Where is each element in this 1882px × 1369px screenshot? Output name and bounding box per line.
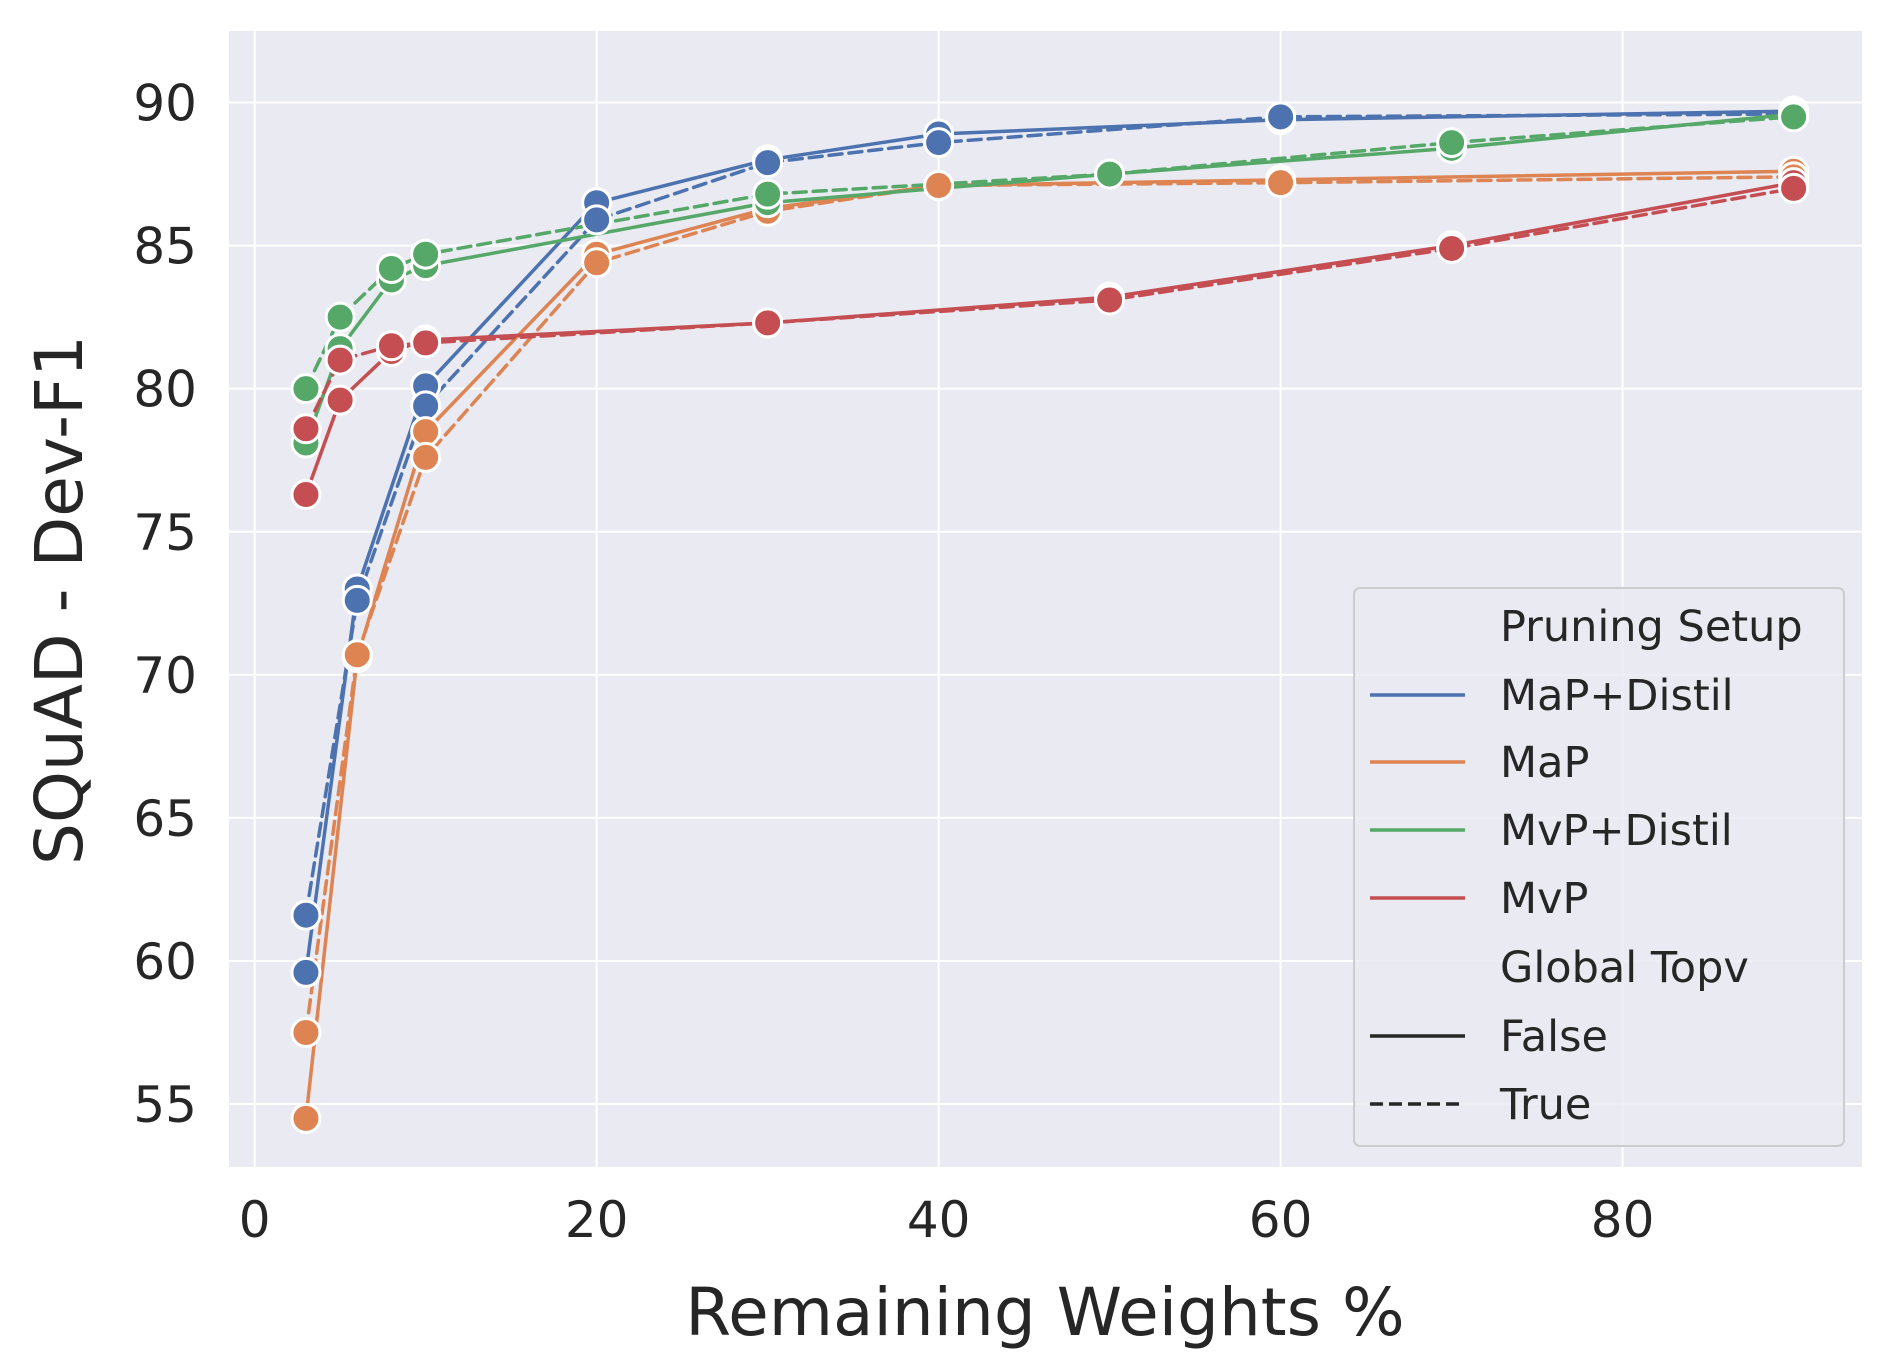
data-point-mvp-distil xyxy=(1094,158,1126,190)
data-point-map xyxy=(341,639,373,671)
data-point-mvp xyxy=(1436,232,1468,264)
data-point-mvp xyxy=(752,307,784,339)
data-point-map xyxy=(290,1017,322,1049)
series-line-map-distil-false xyxy=(304,109,1796,975)
data-point-map xyxy=(410,416,442,448)
series-line-map-false xyxy=(304,169,1796,1121)
data-point-map-distil xyxy=(290,899,322,931)
y-tick-label: 90 xyxy=(133,75,197,133)
data-point-mvp-distil xyxy=(752,178,784,210)
legend-label-mvp-distil: MvP+Distil xyxy=(1500,806,1733,856)
data-point-map-distil xyxy=(752,147,784,179)
data-point-mvp xyxy=(324,384,356,416)
data-point-mvp-distil xyxy=(410,238,442,270)
tick-labels: 0 20 40 60 80 55 60 65 70 75 80 85 90 xyxy=(133,75,1654,1249)
data-point-map-distil xyxy=(581,204,613,236)
data-point-mvp-distil xyxy=(375,253,407,285)
data-point-map-distil xyxy=(341,584,373,616)
legend-label-mvp: MvP xyxy=(1500,874,1588,924)
marker-layer xyxy=(290,95,1810,1134)
legend: Pruning Setup MaP+Distil MaP MvP+Distil … xyxy=(1353,587,1845,1147)
legend-label-map: MaP xyxy=(1500,738,1589,788)
legend-hue-title: Pruning Setup xyxy=(1500,602,1803,652)
series-line-map-true xyxy=(304,175,1796,1035)
data-point-mvp xyxy=(1778,172,1810,204)
x-tick-label: 60 xyxy=(1249,1191,1313,1249)
data-point-mvp-distil xyxy=(1778,101,1810,133)
data-point-mvp xyxy=(324,344,356,376)
y-tick-label: 60 xyxy=(133,933,197,991)
x-axis-title: Remaining Weights % xyxy=(685,1274,1404,1351)
data-point-map xyxy=(1265,167,1297,199)
legend-label-true: True xyxy=(1499,1080,1591,1130)
x-tick-label: 80 xyxy=(1591,1191,1655,1249)
legend-style-title: Global Topv xyxy=(1500,943,1749,993)
data-point-map-distil xyxy=(290,956,322,988)
data-point-map xyxy=(923,170,955,202)
y-tick-label: 55 xyxy=(133,1076,197,1134)
data-point-map-distil xyxy=(923,127,955,159)
data-point-map-distil xyxy=(410,390,442,422)
data-point-map xyxy=(290,1102,322,1134)
series-line-map-distil-true xyxy=(304,112,1796,917)
y-tick-label: 65 xyxy=(133,790,197,848)
data-point-map xyxy=(581,247,613,279)
data-point-map xyxy=(410,441,442,473)
data-point-map-distil xyxy=(1265,101,1297,133)
data-point-mvp xyxy=(290,413,322,445)
data-point-mvp xyxy=(375,330,407,362)
data-point-mvp xyxy=(410,327,442,359)
data-point-mvp xyxy=(1094,284,1126,316)
x-tick-label: 20 xyxy=(565,1191,629,1249)
y-tick-label: 70 xyxy=(133,647,197,705)
data-point-mvp-distil xyxy=(290,373,322,405)
y-axis-title: SQuAD - Dev-F1 xyxy=(21,335,98,865)
data-point-mvp-distil xyxy=(1436,127,1468,159)
data-point-mvp xyxy=(290,479,322,511)
y-tick-label: 85 xyxy=(133,218,197,276)
x-tick-label: 0 xyxy=(239,1191,271,1249)
data-point-mvp-distil xyxy=(324,301,356,333)
x-tick-label: 40 xyxy=(907,1191,971,1249)
legend-box xyxy=(1353,587,1845,1147)
y-tick-label: 80 xyxy=(133,361,197,419)
y-tick-label: 75 xyxy=(133,504,197,562)
legend-label-false: False xyxy=(1500,1012,1608,1062)
legend-label-map-distil: MaP+Distil xyxy=(1500,671,1734,721)
